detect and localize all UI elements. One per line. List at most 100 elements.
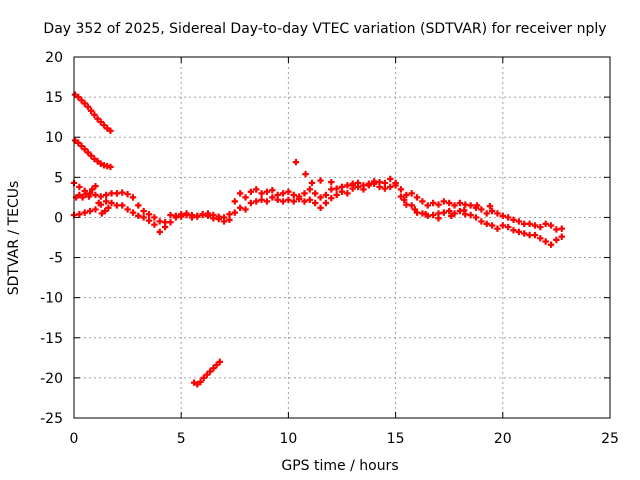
data-point [381, 185, 389, 192]
data-point [167, 219, 174, 226]
y-tick-labels: 20 15 10 5 0 -5 -10 -15 -20 -25 [40, 50, 63, 427]
data-point [102, 191, 110, 199]
data-point [344, 182, 351, 189]
series-isolated [292, 158, 494, 222]
data-point [269, 186, 276, 194]
data-point [456, 199, 464, 207]
data-point [483, 210, 490, 217]
data-point [231, 209, 238, 216]
data-point [483, 220, 490, 228]
data-point [105, 204, 112, 212]
y-tick-label: 15 [45, 90, 63, 106]
data-point [269, 194, 276, 201]
data-point [140, 207, 147, 215]
data-point [197, 378, 204, 386]
data-point [419, 198, 426, 205]
data-point [231, 198, 238, 205]
data-point [220, 218, 228, 225]
data-point [344, 190, 351, 197]
data-point [370, 180, 378, 187]
data-point [515, 218, 523, 225]
data-point [253, 186, 260, 193]
data-point [397, 193, 405, 200]
data-point [279, 190, 287, 197]
data-point [107, 127, 114, 135]
data-point [129, 194, 137, 201]
data-point [178, 213, 185, 220]
data-point [79, 194, 86, 201]
data-point [107, 163, 114, 171]
data-point [422, 211, 429, 218]
data-point [89, 186, 96, 193]
data-point [81, 100, 88, 107]
y-tick-label: 5 [54, 170, 63, 186]
data-point [354, 183, 362, 191]
data-point [411, 206, 419, 213]
data-point [172, 214, 180, 221]
data-point [258, 190, 265, 197]
y-tick-label: 0 [54, 210, 63, 226]
series-arc-high-1 [71, 91, 114, 135]
data-point [488, 222, 496, 229]
y-tick-label: -20 [40, 371, 63, 387]
data-point [216, 358, 223, 366]
data-point [504, 223, 512, 231]
data-point [467, 202, 474, 209]
y-tick-label: -15 [40, 331, 63, 347]
data-point [151, 214, 158, 221]
data-point [236, 190, 244, 197]
data-point [78, 97, 85, 104]
data-point [78, 142, 85, 150]
data-point [102, 198, 110, 205]
data-point [92, 191, 99, 199]
data-point [547, 222, 555, 229]
data-point [279, 198, 287, 205]
data-point [113, 190, 121, 197]
data-point [467, 211, 474, 219]
data-point [258, 196, 265, 203]
data-point [376, 183, 383, 191]
data-point [521, 220, 528, 228]
data-point [446, 199, 453, 207]
data-point [531, 222, 539, 229]
data-point [526, 231, 533, 239]
data-point [135, 212, 142, 220]
data-point [312, 199, 319, 207]
data-point [531, 231, 539, 239]
data-point [295, 195, 303, 203]
data-point [312, 190, 319, 197]
data-point [381, 179, 389, 187]
data-points [70, 91, 565, 388]
data-point [510, 216, 517, 224]
data-point [206, 368, 214, 375]
y-tick-label: 10 [45, 130, 63, 146]
data-point [558, 233, 565, 240]
data-point [145, 211, 153, 218]
grid-lines [74, 57, 610, 418]
data-point [451, 202, 458, 209]
data-point [242, 206, 249, 213]
data-point [200, 374, 207, 382]
data-point [521, 230, 528, 237]
data-point [333, 191, 340, 199]
data-point [403, 191, 410, 199]
data-point [488, 207, 496, 215]
data-point [397, 186, 405, 193]
data-point [84, 149, 92, 156]
data-point [526, 220, 533, 228]
data-point [290, 191, 297, 199]
data-point [124, 206, 131, 213]
data-point [263, 188, 271, 195]
x-tick-label: 15 [387, 431, 405, 447]
data-point [156, 228, 163, 236]
data-point [86, 207, 94, 215]
data-point [408, 190, 415, 197]
data-point [156, 218, 163, 225]
data-point [400, 196, 408, 203]
y-tick-label: -10 [40, 291, 63, 307]
data-point [75, 139, 82, 147]
data-point [242, 194, 249, 201]
data-point [135, 202, 142, 209]
data-point [108, 199, 115, 207]
